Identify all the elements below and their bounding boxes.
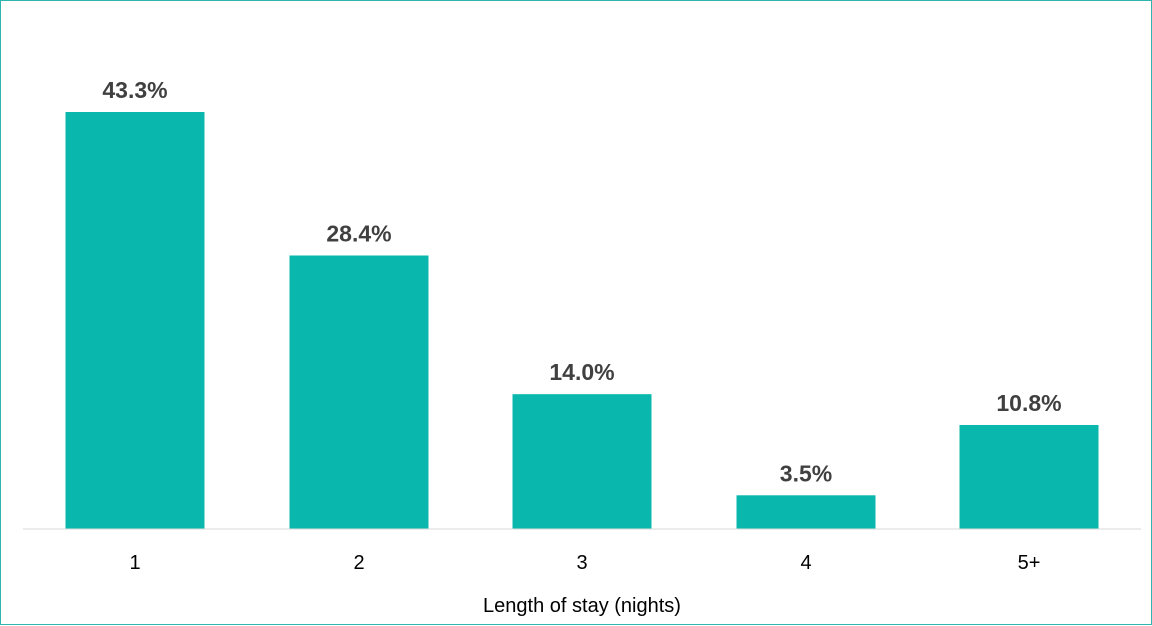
bar-3 [512, 394, 652, 529]
x-tick-label-3: 3 [576, 552, 587, 574]
value-label-3: 14.0% [549, 359, 614, 385]
bar-4 [736, 495, 876, 529]
bar-1 [65, 112, 205, 529]
value-label-5plus: 10.8% [996, 390, 1061, 416]
x-tick-label-2: 2 [353, 552, 364, 574]
x-tick-label-1: 1 [129, 552, 140, 574]
x-tick-label-4: 4 [800, 552, 811, 574]
x-tick-labels-group: 1 2 3 4 5+ [129, 552, 1040, 574]
value-label-1: 43.3% [102, 77, 167, 103]
bar-5plus [959, 424, 1099, 529]
x-axis-title: Length of stay (nights) [483, 595, 681, 617]
x-tick-label-5plus: 5+ [1018, 552, 1041, 574]
bars-group [65, 112, 1099, 529]
value-labels-group: 43.3% 28.4% 14.0% 3.5% 10.8% [102, 77, 1061, 486]
value-label-4: 3.5% [780, 460, 832, 486]
value-label-2: 28.4% [326, 220, 391, 246]
bar-2 [289, 255, 429, 529]
